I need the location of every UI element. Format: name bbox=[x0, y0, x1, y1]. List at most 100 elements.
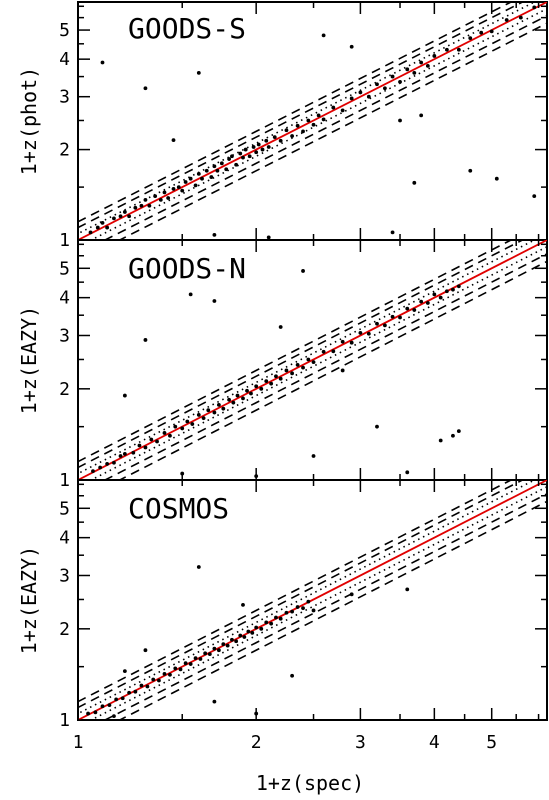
y-axis-label: 1+z(EAZY) bbox=[17, 306, 41, 414]
data-point bbox=[198, 657, 203, 661]
data-point bbox=[193, 183, 198, 188]
data-point bbox=[216, 648, 221, 653]
data-point bbox=[241, 396, 245, 401]
data-point bbox=[331, 105, 336, 110]
y-tick-label: 1 bbox=[59, 470, 70, 491]
guide-lines bbox=[78, 480, 547, 720]
data-point bbox=[122, 451, 127, 456]
data-point bbox=[247, 154, 252, 159]
data-point bbox=[375, 82, 379, 87]
data-point bbox=[321, 33, 326, 38]
data-point bbox=[212, 164, 217, 169]
data-point bbox=[112, 216, 116, 221]
y-tick-label: 4 bbox=[59, 528, 70, 549]
data-point bbox=[249, 391, 253, 396]
data-point bbox=[100, 704, 105, 709]
data-point bbox=[188, 292, 193, 297]
data-point bbox=[188, 662, 193, 666]
y-tick-label: 2 bbox=[59, 140, 70, 161]
dashed-line-upper bbox=[78, 240, 513, 463]
dashed-line-lower bbox=[118, 22, 547, 240]
dashed-line-upper bbox=[78, 480, 525, 709]
guide-lines bbox=[78, 240, 547, 480]
data-point bbox=[151, 677, 156, 682]
data-point bbox=[284, 128, 289, 133]
data-point bbox=[100, 221, 105, 225]
data-point bbox=[235, 393, 240, 398]
data-point bbox=[295, 605, 300, 609]
data-point bbox=[349, 96, 354, 101]
data-point bbox=[227, 157, 231, 161]
data-point bbox=[168, 672, 172, 677]
data-point bbox=[145, 684, 150, 689]
data-point bbox=[301, 606, 305, 611]
x-tick-label: 4 bbox=[429, 732, 440, 753]
data-point bbox=[468, 168, 473, 173]
data-point bbox=[412, 308, 417, 312]
data-point bbox=[479, 30, 484, 35]
panel-goods-n: 1 2 3 4 5 GOODS-N 1+z(EAZY) bbox=[17, 239, 548, 491]
guide-lines bbox=[78, 2, 547, 240]
scatter-points bbox=[91, 269, 461, 479]
data-point bbox=[118, 454, 123, 458]
data-point bbox=[212, 299, 217, 303]
data-point bbox=[139, 203, 144, 208]
data-point bbox=[306, 118, 311, 123]
data-point bbox=[190, 422, 195, 426]
data-point bbox=[290, 371, 294, 376]
data-point bbox=[278, 376, 283, 381]
data-point bbox=[196, 71, 201, 75]
data-point bbox=[107, 703, 112, 707]
x-tick-label: 5 bbox=[486, 732, 497, 753]
data-point bbox=[316, 113, 321, 118]
data-point bbox=[266, 145, 271, 149]
data-point bbox=[264, 379, 269, 384]
dashed-line-lower bbox=[118, 500, 547, 720]
data-point bbox=[153, 194, 158, 199]
data-point bbox=[242, 635, 247, 639]
data-point bbox=[311, 454, 316, 458]
data-point bbox=[212, 410, 217, 415]
data-point bbox=[157, 678, 161, 683]
data-point bbox=[468, 36, 473, 41]
data-point bbox=[306, 357, 311, 362]
data-point bbox=[254, 384, 259, 389]
data-point bbox=[349, 592, 354, 597]
data-point bbox=[425, 301, 430, 305]
data-point bbox=[340, 368, 345, 373]
data-point bbox=[366, 331, 371, 336]
data-point bbox=[203, 651, 208, 656]
data-point bbox=[185, 419, 190, 424]
data-point bbox=[432, 54, 437, 58]
data-point bbox=[143, 86, 148, 91]
data-point bbox=[375, 424, 379, 429]
data-point bbox=[405, 470, 410, 475]
data-point bbox=[241, 602, 245, 607]
data-point bbox=[243, 147, 248, 152]
data-point bbox=[438, 295, 443, 300]
data-point bbox=[295, 123, 300, 128]
data-point bbox=[224, 167, 229, 172]
x-axis-label: 1+z(spec) bbox=[256, 771, 364, 795]
data-point bbox=[230, 637, 234, 642]
data-point bbox=[278, 138, 283, 143]
data-point bbox=[227, 397, 231, 402]
axis-ticks: 1 2 3 4 5 bbox=[59, 240, 547, 491]
data-point bbox=[143, 197, 148, 202]
one-to-one-line bbox=[78, 2, 547, 240]
y-tick-label: 5 bbox=[59, 258, 70, 279]
data-point bbox=[196, 413, 201, 417]
data-point bbox=[349, 340, 354, 345]
data-point bbox=[168, 433, 172, 438]
data-point bbox=[438, 438, 443, 443]
scatter-points bbox=[86, 565, 410, 719]
data-point bbox=[162, 671, 167, 676]
data-point bbox=[419, 113, 424, 118]
data-point bbox=[143, 338, 148, 342]
y-axis-label: 1+z(EAZY) bbox=[17, 546, 41, 654]
data-point bbox=[95, 225, 100, 230]
data-point bbox=[105, 225, 110, 230]
data-point bbox=[390, 74, 395, 79]
data-point bbox=[382, 323, 387, 328]
data-point bbox=[171, 186, 176, 191]
